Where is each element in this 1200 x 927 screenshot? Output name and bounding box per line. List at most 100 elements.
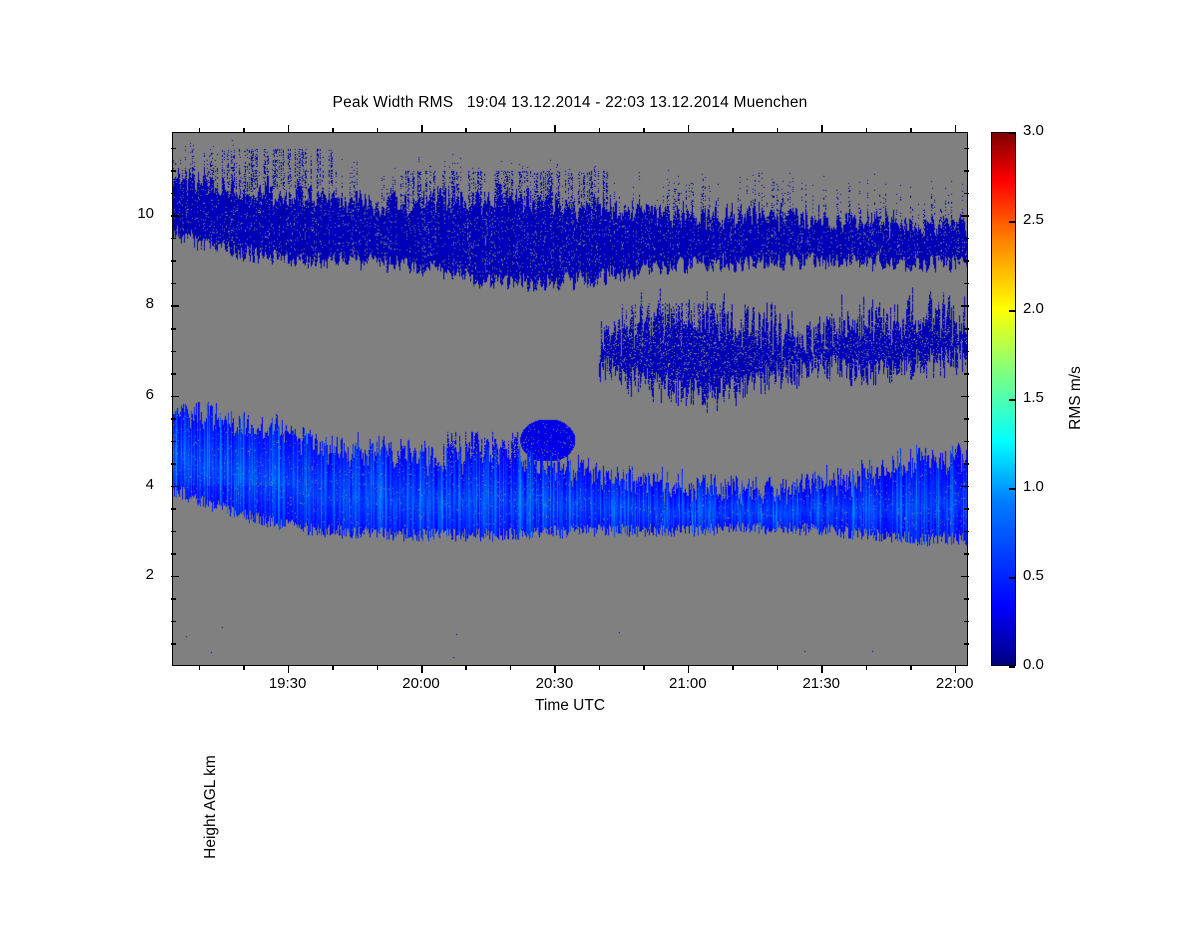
y-major-tick <box>171 215 179 217</box>
x-major-tick-top <box>954 125 957 133</box>
x-tick-label: 21:00 <box>669 675 707 692</box>
x-tick-label: 20:00 <box>402 675 440 692</box>
x-major-tick <box>821 665 823 673</box>
y-minor-tick-right <box>964 350 969 353</box>
y-minor-tick <box>171 463 176 465</box>
x-minor-tick <box>732 665 734 670</box>
y-major-tick-right <box>961 215 969 217</box>
x-minor-tick <box>910 665 912 670</box>
y-minor-tick <box>171 508 176 510</box>
x-minor-tick <box>332 665 334 670</box>
y-minor-tick <box>171 237 176 240</box>
y-minor-tick <box>171 328 176 330</box>
y-minor-tick <box>171 530 176 533</box>
x-tick-label: 22:00 <box>935 675 974 692</box>
y-minor-tick <box>171 418 176 420</box>
x-major-tick-top <box>821 125 823 133</box>
y-major-tick <box>171 395 179 398</box>
y-major-tick <box>171 575 179 578</box>
y-minor-tick <box>171 643 176 645</box>
x-minor-tick <box>776 665 779 670</box>
x-minor-tick <box>243 665 245 670</box>
y-minor-tick-right <box>964 553 969 555</box>
x-major-tick <box>287 665 290 673</box>
colorbar-tick-label: 0.5 <box>1023 567 1044 584</box>
colorbar-label: RMS m/s <box>1067 366 1084 430</box>
y-major-tick-right <box>961 395 969 398</box>
x-minor-tick <box>376 665 379 670</box>
x-major-tick-top <box>287 125 290 133</box>
x-minor-tick-top <box>332 128 334 133</box>
colorbar-label-wrap: RMS m/s <box>1056 366 1096 430</box>
y-minor-tick-right <box>964 643 969 645</box>
y-minor-tick <box>171 282 176 285</box>
x-major-tick-top <box>421 125 423 133</box>
colorbar-tick <box>1009 221 1015 223</box>
x-tick-label: 20:30 <box>535 675 574 692</box>
figure-canvas: Peak Width RMS 19:04 13.12.2014 - 22:03 … <box>98 94 1096 859</box>
y-minor-tick <box>171 440 176 443</box>
x-axis-label: Time UTC <box>534 697 606 714</box>
y-minor-tick <box>171 350 176 353</box>
x-major-tick <box>554 665 556 673</box>
x-minor-tick <box>598 665 601 670</box>
x-minor-tick <box>465 665 467 670</box>
y-minor-tick-right <box>964 598 969 600</box>
y-tick-label: 8 <box>145 295 154 313</box>
y-minor-tick-right <box>964 192 969 195</box>
y-minor-tick <box>171 147 176 150</box>
heatmap-image <box>173 133 967 665</box>
y-minor-tick-right <box>964 530 969 533</box>
x-minor-tick-top <box>598 128 601 133</box>
y-minor-tick <box>171 598 176 600</box>
y-tick-label: 10 <box>137 205 154 223</box>
x-minor-tick <box>198 665 201 670</box>
y-tick-label: 2 <box>145 565 154 583</box>
x-minor-tick <box>509 665 512 670</box>
y-minor-tick-right <box>964 170 969 172</box>
x-major-tick <box>954 665 957 673</box>
x-minor-tick-top <box>643 128 645 133</box>
colorbar-tick <box>1009 577 1015 579</box>
colorbar-tick-label: 2.0 <box>1023 300 1044 317</box>
y-minor-tick <box>171 260 176 262</box>
plot-area <box>172 132 968 666</box>
y-minor-tick-right <box>964 328 969 330</box>
x-minor-tick-top <box>376 128 379 133</box>
colorbar-tick-label: 1.0 <box>1023 478 1044 495</box>
colorbar-tick <box>1009 310 1015 312</box>
colorbar-tick-label: 3.0 <box>1023 122 1044 139</box>
colorbar-tick <box>1009 399 1015 401</box>
x-minor-tick-top <box>910 128 912 133</box>
y-minor-tick-right <box>964 373 969 375</box>
x-minor-tick <box>865 665 868 670</box>
x-major-tick <box>421 665 423 673</box>
y-major-tick <box>171 305 179 307</box>
y-tick-label: 4 <box>145 475 154 493</box>
y-minor-tick <box>171 192 176 195</box>
y-minor-tick-right <box>964 508 969 510</box>
x-minor-tick-top <box>198 128 201 133</box>
chart-title: Peak Width RMS 19:04 13.12.2014 - 22:03 … <box>332 94 808 111</box>
x-major-tick <box>687 665 690 673</box>
y-minor-tick-right <box>964 260 969 262</box>
x-minor-tick-top <box>865 128 868 133</box>
x-minor-tick-top <box>509 128 512 133</box>
colorbar-tick-label: 0.0 <box>1023 656 1044 673</box>
x-minor-tick <box>643 665 645 670</box>
y-minor-tick <box>171 170 176 172</box>
y-minor-tick <box>171 373 176 375</box>
y-major-tick-right <box>961 485 969 488</box>
y-minor-tick-right <box>964 620 969 623</box>
y-minor-tick-right <box>964 237 969 240</box>
y-axis-label-wrap: Height AGL km <box>98 399 219 859</box>
y-minor-tick <box>171 620 176 623</box>
x-minor-tick-top <box>243 128 245 133</box>
x-tick-label: 21:30 <box>802 675 841 692</box>
colorbar-tick-label: 1.5 <box>1023 389 1044 406</box>
y-minor-tick-right <box>964 418 969 420</box>
colorbar-tick <box>1009 666 1015 668</box>
x-major-tick-top <box>687 125 690 133</box>
x-major-tick-top <box>554 125 556 133</box>
x-minor-tick-top <box>732 128 734 133</box>
